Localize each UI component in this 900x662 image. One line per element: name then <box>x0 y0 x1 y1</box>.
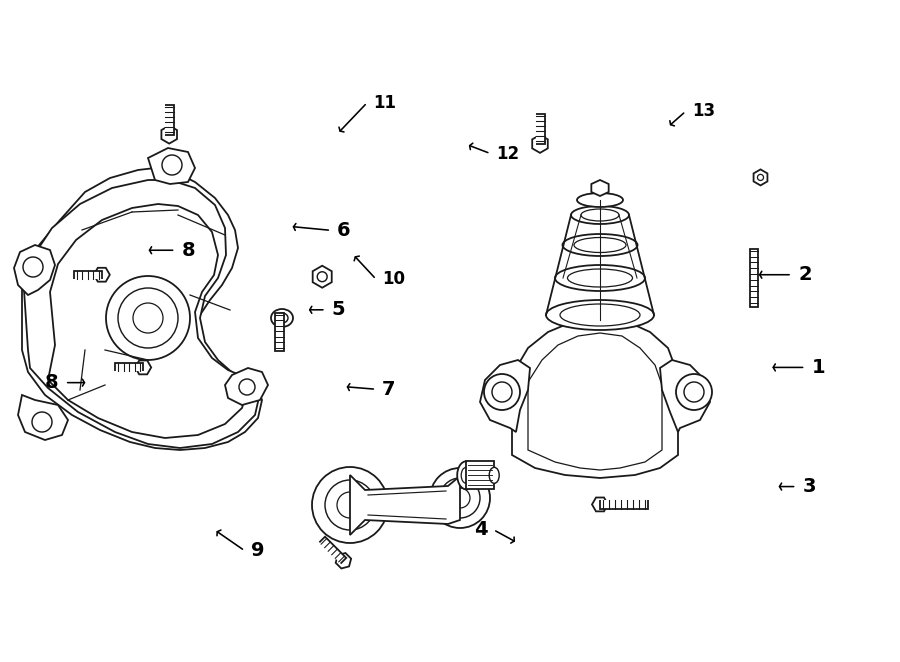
Text: 4: 4 <box>473 520 487 539</box>
Circle shape <box>430 468 490 528</box>
Polygon shape <box>660 360 710 432</box>
Polygon shape <box>592 498 608 511</box>
Ellipse shape <box>574 238 626 252</box>
Circle shape <box>162 155 182 175</box>
Circle shape <box>312 467 388 543</box>
Ellipse shape <box>577 193 623 207</box>
Polygon shape <box>14 245 55 295</box>
Polygon shape <box>22 168 262 450</box>
Polygon shape <box>336 553 351 569</box>
Polygon shape <box>48 204 248 438</box>
Ellipse shape <box>271 309 293 327</box>
Circle shape <box>325 480 375 530</box>
Polygon shape <box>165 105 174 134</box>
Polygon shape <box>135 361 151 374</box>
Circle shape <box>484 374 520 410</box>
Ellipse shape <box>276 313 288 323</box>
Circle shape <box>118 288 178 348</box>
Text: 2: 2 <box>798 265 812 284</box>
Circle shape <box>337 492 363 518</box>
Text: 8: 8 <box>45 373 58 392</box>
Polygon shape <box>350 475 460 535</box>
Polygon shape <box>753 169 768 185</box>
Ellipse shape <box>562 234 637 256</box>
Ellipse shape <box>555 265 645 291</box>
Circle shape <box>32 412 52 432</box>
Polygon shape <box>480 360 530 432</box>
Polygon shape <box>225 368 268 405</box>
Polygon shape <box>148 148 195 184</box>
Polygon shape <box>528 333 662 470</box>
Polygon shape <box>320 537 346 563</box>
Text: 1: 1 <box>812 358 825 377</box>
Ellipse shape <box>571 206 629 224</box>
Text: 13: 13 <box>692 102 715 120</box>
Ellipse shape <box>457 461 475 489</box>
Circle shape <box>317 272 328 281</box>
Circle shape <box>450 488 470 508</box>
Ellipse shape <box>546 300 654 330</box>
Polygon shape <box>18 395 68 440</box>
Polygon shape <box>536 114 544 144</box>
Bar <box>274 313 284 352</box>
Polygon shape <box>532 135 548 153</box>
Circle shape <box>492 382 512 402</box>
Text: 6: 6 <box>338 221 351 240</box>
Polygon shape <box>161 126 177 144</box>
Circle shape <box>23 257 43 277</box>
Circle shape <box>676 374 712 410</box>
Circle shape <box>440 478 480 518</box>
Circle shape <box>684 382 704 402</box>
Ellipse shape <box>560 304 640 326</box>
Ellipse shape <box>568 269 633 287</box>
Circle shape <box>133 303 163 333</box>
Circle shape <box>758 174 763 181</box>
Polygon shape <box>591 180 608 196</box>
Ellipse shape <box>490 467 500 483</box>
Ellipse shape <box>581 209 619 221</box>
Text: 10: 10 <box>382 270 405 289</box>
Text: 11: 11 <box>374 93 396 112</box>
Polygon shape <box>115 363 143 371</box>
Polygon shape <box>512 318 678 478</box>
FancyBboxPatch shape <box>466 461 494 489</box>
Circle shape <box>106 276 190 360</box>
Ellipse shape <box>461 467 472 483</box>
Text: 5: 5 <box>332 301 346 319</box>
Polygon shape <box>94 268 110 281</box>
Text: 8: 8 <box>182 241 195 260</box>
Text: 3: 3 <box>803 477 816 496</box>
Polygon shape <box>74 271 102 279</box>
Text: 7: 7 <box>382 380 396 399</box>
Text: 9: 9 <box>251 542 265 560</box>
Polygon shape <box>600 500 648 509</box>
Polygon shape <box>24 180 260 448</box>
Circle shape <box>239 379 255 395</box>
Polygon shape <box>312 265 332 288</box>
Text: 12: 12 <box>497 144 519 163</box>
Bar <box>751 249 758 307</box>
